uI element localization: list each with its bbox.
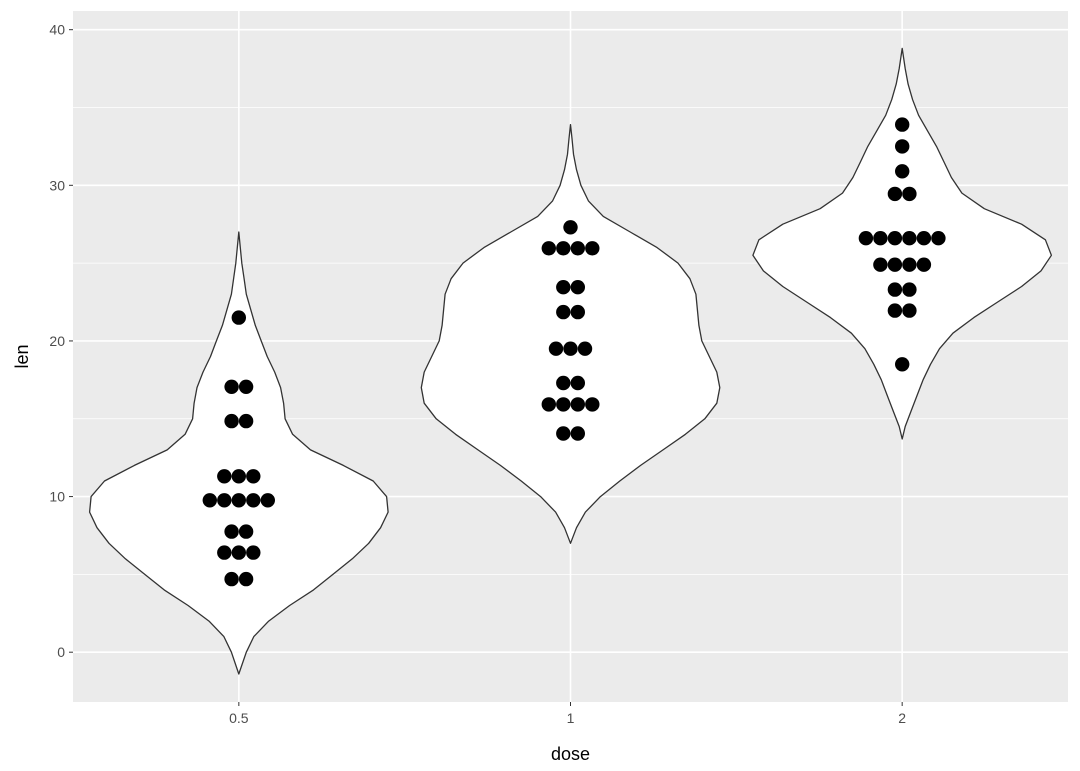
data-point (577, 341, 593, 356)
data-point (916, 257, 932, 272)
data-point (541, 397, 556, 412)
data-point (887, 231, 903, 246)
y-tick-label: 0 (57, 644, 65, 660)
data-point (224, 571, 239, 587)
data-point (556, 241, 571, 256)
data-point (548, 341, 564, 356)
data-point (902, 303, 917, 318)
data-point (556, 375, 571, 391)
data-point (895, 357, 910, 372)
data-point (887, 186, 903, 202)
data-point (217, 493, 232, 508)
data-point (231, 545, 246, 560)
data-point (570, 375, 585, 391)
dot-points (202, 117, 946, 587)
violin-1 (420, 123, 721, 544)
data-point (570, 397, 585, 412)
data-point (246, 545, 261, 560)
data-point (541, 241, 556, 256)
data-point (556, 426, 571, 441)
x-axis: 0.5 1 2 (229, 702, 906, 726)
data-point (570, 426, 585, 441)
violin-2 (752, 47, 1053, 440)
y-tick-label: 10 (49, 489, 65, 505)
data-point (260, 493, 275, 508)
y-axis: 0 10 20 30 40 (49, 22, 73, 660)
data-point (556, 397, 571, 412)
data-point (217, 469, 232, 484)
x-tick-label: 1 (567, 710, 575, 726)
data-point (873, 231, 888, 246)
x-tick-label: 0.5 (229, 710, 249, 726)
data-point (570, 280, 585, 295)
data-point (217, 545, 232, 560)
data-point (873, 257, 888, 272)
data-point (563, 220, 578, 235)
data-point (246, 469, 261, 484)
data-point (238, 379, 254, 394)
data-point (202, 493, 217, 508)
data-point (246, 493, 261, 508)
data-point (224, 524, 239, 539)
x-axis-title: dose (551, 744, 590, 764)
data-point (224, 413, 239, 429)
data-point (887, 282, 903, 297)
data-point (231, 493, 246, 508)
data-point (895, 139, 910, 154)
data-point (902, 231, 917, 246)
data-point (916, 231, 932, 246)
data-point (570, 304, 585, 320)
data-point (224, 379, 239, 394)
data-point (902, 257, 917, 272)
data-point (887, 257, 903, 272)
data-point (931, 231, 946, 246)
data-point (563, 341, 578, 356)
data-point (895, 117, 910, 132)
data-point (238, 524, 254, 539)
data-point (887, 303, 903, 318)
violin-0.5 (88, 231, 389, 675)
data-point (238, 571, 254, 587)
data-point (238, 413, 254, 429)
y-tick-label: 20 (49, 333, 65, 349)
data-point (570, 241, 585, 256)
data-point (902, 186, 917, 202)
data-point (858, 231, 874, 246)
y-tick-label: 30 (49, 177, 65, 193)
data-point (585, 241, 600, 256)
data-point (231, 469, 246, 484)
data-point (902, 282, 917, 297)
violins (88, 47, 1053, 675)
x-tick-label: 2 (898, 710, 906, 726)
data-point (231, 310, 246, 325)
y-tick-label: 40 (49, 22, 65, 38)
y-axis-title: len (12, 344, 32, 368)
data-point (895, 164, 910, 179)
data-point (585, 397, 600, 412)
data-point (556, 304, 571, 320)
data-point (556, 280, 571, 295)
